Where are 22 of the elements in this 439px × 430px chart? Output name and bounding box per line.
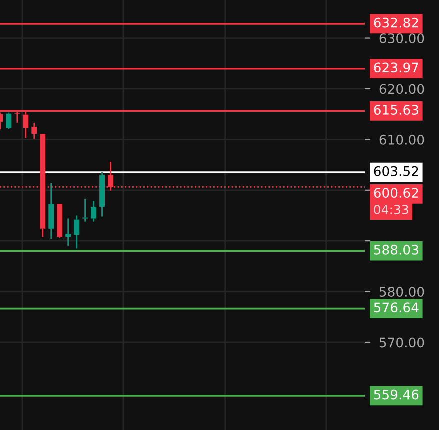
candlestick (91, 200, 97, 223)
y-tick-label: 630.00 (380, 34, 424, 44)
text: 04:33 (374, 205, 408, 214)
candlestick (100, 171, 105, 218)
ref-line-label: 588.03 (374, 244, 418, 255)
ref-line-label: 576.64 (374, 302, 419, 313)
ref-line-label: 632.82 (374, 18, 418, 28)
y-tick-label: 620.00 (380, 84, 424, 94)
ref-line-label: 600.62 (374, 188, 418, 198)
candlestick (6, 112, 12, 130)
candlestick (82, 198, 88, 223)
ref-line-label: 559.46 (374, 390, 419, 400)
ref-line-label: 603.52 (374, 166, 418, 176)
candlestick (66, 218, 72, 247)
y-tick-label: 580.00 (380, 287, 424, 297)
y-tick-label: 610.00 (380, 134, 424, 145)
ref-line-label: 615.63 (374, 104, 418, 115)
y-tick-label: 570.00 (380, 338, 424, 348)
candlestick (74, 215, 80, 250)
candlestick (32, 122, 38, 140)
candlestick (48, 182, 54, 240)
ref-line-label: 623.97 (374, 62, 418, 73)
